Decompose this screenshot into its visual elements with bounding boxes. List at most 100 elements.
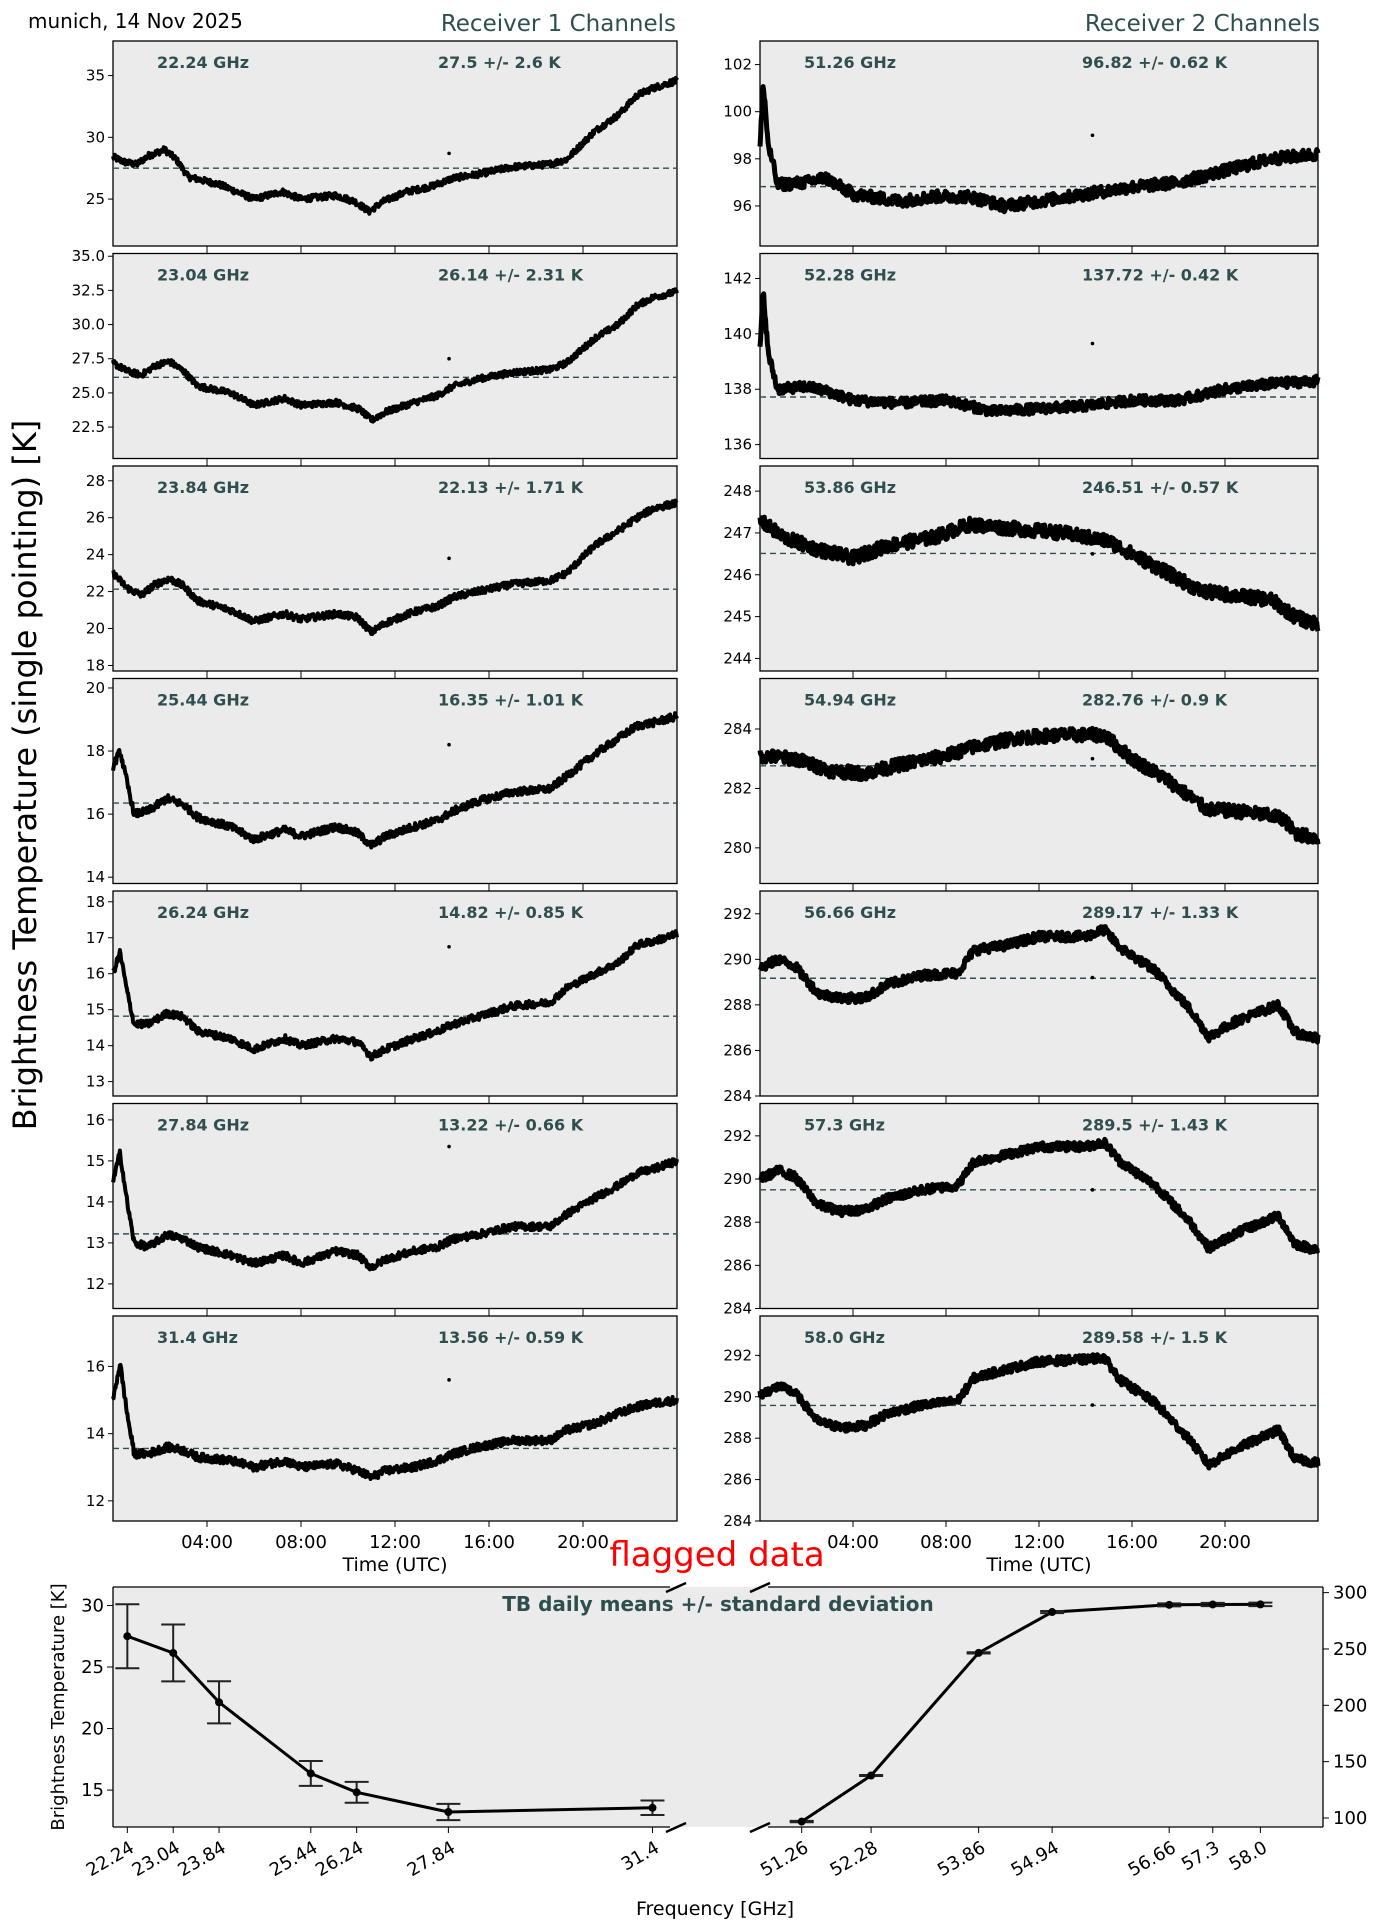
y-tick-label: 247 — [723, 524, 752, 542]
y-tick-label: 35 — [86, 67, 105, 85]
y-tick-label: 30 — [86, 128, 105, 146]
x-tick-label: 12:00 — [369, 1532, 421, 1553]
x-tick-label: 20:00 — [557, 1532, 609, 1553]
panel-receiver1-3: 18 20 22 24 26 28 23.84 GHz 22.13 +/- 1.71 K — [86, 460, 679, 677]
y-tick-label: 96 — [733, 197, 752, 215]
x-tick-label: 04:00 — [181, 1532, 233, 1553]
left-y-tick-label: 25 — [81, 1657, 104, 1678]
y-tick-label: 16 — [86, 1357, 105, 1375]
x-tick-label: 08:00 — [275, 1532, 327, 1553]
channel-mean-std-label: 22.13 +/- 1.71 K — [438, 478, 584, 497]
y-tick-label: 140 — [723, 325, 752, 343]
y-tick-label: 284 — [723, 1512, 752, 1530]
x-tick-label: 20:00 — [1199, 1532, 1251, 1553]
outlier-point — [1090, 552, 1095, 556]
axis-break-mark — [665, 1821, 687, 1834]
y-tick-label: 25 — [86, 190, 105, 208]
channel-mean-std-label: 27.5 +/- 2.6 K — [438, 53, 561, 72]
y-tick-label: 18 — [86, 893, 105, 911]
channel-frequency-label: 26.24 GHz — [157, 903, 249, 922]
y-tick-label: 25.0 — [72, 384, 105, 402]
channel-mean-std-label: 282.76 +/- 0.9 K — [1082, 691, 1228, 710]
y-tick-label: 290 — [723, 1170, 752, 1188]
channel-mean-std-label: 137.72 +/- 0.42 K — [1082, 266, 1239, 285]
right-y-tick-label: 100 — [1333, 1808, 1367, 1829]
y-tick-label: 288 — [723, 1213, 752, 1231]
channel-frequency-label: 52.28 GHz — [804, 266, 896, 285]
bottom-y-axis-label: Brightness Temperature [K] — [48, 1583, 69, 1830]
channel-frequency-label: 51.26 GHz — [804, 53, 896, 72]
y-tick-label: 22 — [86, 583, 105, 601]
panel-background — [112, 465, 678, 672]
y-tick-label: 286 — [723, 1256, 752, 1274]
right-y-tick-label: 250 — [1333, 1639, 1367, 1660]
y-tick-label: 284 — [723, 1300, 752, 1318]
outlier-point — [447, 1144, 451, 1149]
y-tick-label: 138 — [723, 380, 752, 398]
right-y-tick-label: 300 — [1333, 1583, 1367, 1604]
data-point — [1165, 1600, 1174, 1609]
data-point — [1048, 1608, 1057, 1617]
data-point — [215, 1698, 224, 1707]
y-tick-label: 14 — [86, 1037, 105, 1055]
y-tick-label: 14 — [86, 1193, 105, 1211]
channel-mean-std-label: 14.82 +/- 0.85 K — [438, 903, 584, 922]
channel-mean-std-label: 246.51 +/- 0.57 K — [1082, 478, 1239, 497]
y-tick-label: 18 — [86, 656, 105, 674]
data-trace — [757, 1352, 1321, 1471]
y-tick-label: 102 — [723, 56, 752, 74]
y-tick-label: 26 — [86, 509, 105, 527]
flagged-data-annotation: flagged data — [609, 1535, 824, 1575]
channel-mean-std-label: 16.35 +/- 1.01 K — [438, 691, 584, 710]
channel-mean-std-label: 289.58 +/- 1.5 K — [1082, 1328, 1228, 1347]
y-tick-label: 284 — [723, 1087, 752, 1105]
outlier-point — [447, 1378, 451, 1382]
channel-frequency-label: 58.0 GHz — [804, 1328, 885, 1347]
channel-frequency-label: 54.94 GHz — [804, 691, 896, 710]
channel-frequency-label: 23.04 GHz — [157, 266, 249, 285]
x-tick-label: 54.94 — [1008, 1837, 1063, 1881]
outlier-point — [447, 556, 451, 561]
data-trace — [757, 291, 1321, 418]
x-tick-label: 51.26 — [757, 1837, 812, 1881]
y-tick-label: 32.5 — [72, 281, 105, 299]
y-tick-label: 20 — [86, 679, 105, 697]
x-tick-label: 27.84 — [404, 1837, 459, 1881]
channel-frequency-label: 56.66 GHz — [804, 903, 896, 922]
panel-receiver2-7: 284 286 288 290 292 58.0 GHz 289.58 +/- 1.5 K 0… — [723, 1310, 1321, 1553]
panel-receiver2-2: 136 138 140 142 52.28 GHz 137.72 +/- 0.42 K — [723, 247, 1321, 465]
panel-receiver1-1: 25 30 35 22.24 GHz 27.5 +/- 2.6 K — [86, 40, 679, 252]
panel-background — [759, 677, 1319, 885]
x-tick-label: 12:00 — [1013, 1532, 1065, 1553]
timeseries-panels: 25 30 35 22.24 GHz 27.5 +/- 2.6 K 22.5 25.0 27.… — [72, 40, 1321, 1553]
data-point — [352, 1788, 361, 1797]
x-tick-label: 52.28 — [826, 1837, 881, 1881]
panel-receiver2-1: 96 98 100 102 51.26 GHz 96.82 +/- 0.62 K — [723, 40, 1321, 252]
x-tick-label: 25.44 — [266, 1837, 321, 1881]
y-tick-label: 16 — [86, 965, 105, 983]
panel-receiver2-5: 284 286 288 290 292 56.66 GHz 289.17 +/- 1.33 … — [723, 885, 1321, 1105]
panel-background — [759, 1315, 1319, 1522]
data-point — [1208, 1600, 1217, 1609]
y-tick-label: 286 — [723, 1471, 752, 1489]
y-tick-label: 15 — [86, 1152, 105, 1170]
y-tick-label: 27.5 — [72, 350, 105, 368]
axis-break-mark — [749, 1821, 771, 1834]
y-tick-label: 18 — [86, 742, 105, 760]
panel-background — [112, 677, 678, 885]
outlier-point — [447, 151, 451, 156]
y-tick-label: 288 — [723, 1429, 752, 1447]
left-y-tick-label: 15 — [81, 1780, 104, 1801]
axis-break-mark — [665, 1581, 687, 1594]
y-tick-label: 20 — [86, 620, 105, 638]
data-trace — [757, 725, 1321, 845]
channel-mean-std-label: 26.14 +/- 2.31 K — [438, 266, 584, 285]
receiver2-daily-means — [789, 1600, 1273, 1826]
channel-frequency-label: 57.3 GHz — [804, 1116, 885, 1135]
y-tick-label: 17 — [86, 929, 105, 947]
y-tick-label: 292 — [723, 905, 752, 923]
axis-break-mark — [749, 1581, 771, 1594]
receiver1-x-axis-label: Time (UTC) — [341, 1554, 447, 1576]
data-point — [169, 1648, 178, 1657]
